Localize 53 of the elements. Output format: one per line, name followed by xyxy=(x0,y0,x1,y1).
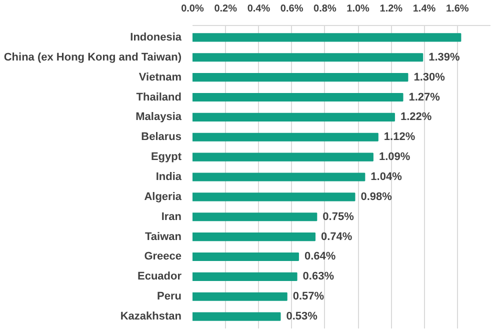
y-tick-label: Algeria xyxy=(144,190,182,203)
bar xyxy=(192,92,404,102)
data-label: 0.53% xyxy=(286,310,318,323)
y-tick-label: Indonesia xyxy=(130,31,182,44)
bar xyxy=(192,292,288,301)
data-label: 1.09% xyxy=(378,151,410,164)
bar xyxy=(192,33,462,42)
x-tick-label: 1.2% xyxy=(380,4,403,14)
y-tick-label: Thailand xyxy=(136,91,182,104)
bar xyxy=(192,53,424,62)
data-label: 1.22% xyxy=(400,111,432,124)
bar xyxy=(192,192,356,202)
bar xyxy=(192,172,366,182)
data-label: 0.57% xyxy=(292,290,324,303)
bar xyxy=(192,132,378,142)
x-tick-label: 1.0% xyxy=(346,4,370,14)
bar xyxy=(192,312,281,321)
y-tick-label: Kazakhstan xyxy=(120,310,182,323)
y-tick-label: Peru xyxy=(157,290,182,303)
bar xyxy=(192,112,395,122)
y-tick-label: Egypt xyxy=(150,151,182,164)
x-tick-label: 0.4% xyxy=(247,4,270,14)
y-tick-label: India xyxy=(156,171,182,183)
x-tick-label: 0.6% xyxy=(280,4,304,14)
data-label: 1.27% xyxy=(408,91,440,104)
y-tick-label: Iran xyxy=(161,210,182,223)
data-label: 0.63% xyxy=(302,270,334,283)
x-tick-label: 0.0% xyxy=(181,4,204,14)
bar xyxy=(192,73,408,82)
x-tick-label: 1.6% xyxy=(446,4,469,14)
y-tick-label: China (ex Hong Kong and Taiwan) xyxy=(4,51,182,64)
data-label: 0.74% xyxy=(321,230,352,243)
x-tick-label: 0.8% xyxy=(314,4,336,14)
data-label: 1.30% xyxy=(414,71,446,84)
bar xyxy=(192,152,374,162)
x-tick-label: 0.2% xyxy=(214,4,238,14)
data-label: 0.64% xyxy=(304,250,336,263)
y-tick-label: Greece xyxy=(144,250,182,263)
data-label: 1.12% xyxy=(384,131,416,144)
y-tick-label: Ecuador xyxy=(137,270,182,283)
y-tick-label: Taiwan xyxy=(145,230,182,243)
bar xyxy=(192,272,298,281)
data-label: 1.04% xyxy=(370,171,402,183)
y-tick-label: Vietnam xyxy=(138,71,182,84)
data-label: 1.39% xyxy=(428,51,460,64)
y-tick-label: Malaysia xyxy=(136,111,182,124)
bar xyxy=(192,252,299,262)
bar xyxy=(192,232,316,242)
data-label: 0.75% xyxy=(322,210,354,223)
bar xyxy=(192,212,318,222)
y-tick-label: Belarus xyxy=(141,131,182,144)
x-tick-label: 1.4% xyxy=(412,4,436,14)
data-label: 0.98% xyxy=(360,190,392,203)
